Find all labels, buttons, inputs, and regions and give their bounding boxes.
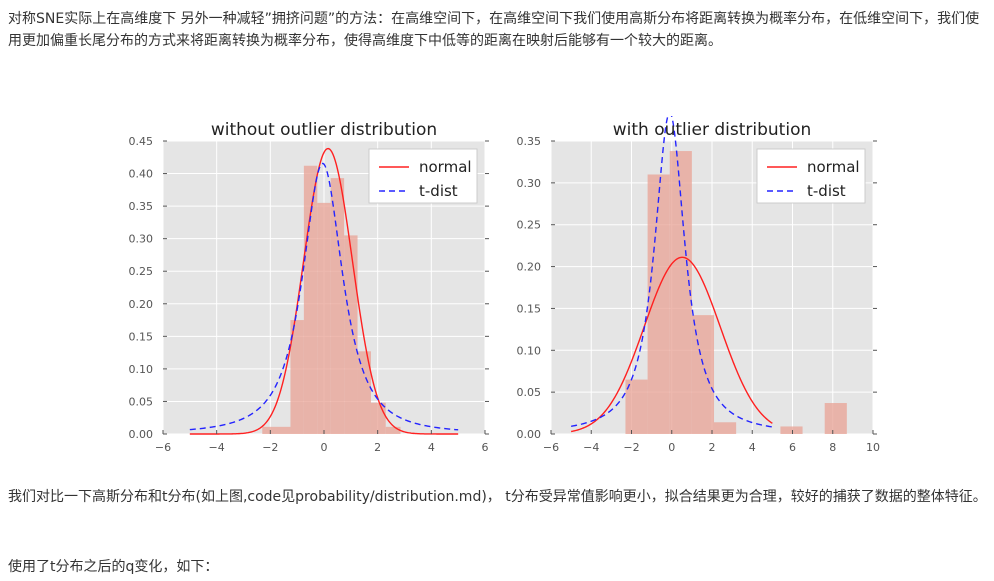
x-tick-label: 8 — [829, 441, 836, 454]
legend-label: normal — [419, 158, 472, 176]
normal-curve — [189, 147, 459, 435]
y-tick-label: 0.00 — [129, 428, 154, 441]
y-tick-label: 0.30 — [517, 177, 542, 190]
t-dist-curve — [571, 116, 773, 428]
x-tick-label: −6 — [543, 441, 559, 454]
histogram-bar — [714, 422, 737, 434]
x-tick-label: 4 — [749, 441, 756, 454]
histogram-bar — [691, 315, 715, 434]
x-tick-label: −6 — [155, 441, 171, 454]
histogram-bar — [385, 426, 401, 434]
y-tick-label: 0.00 — [517, 428, 542, 441]
chart-with-outlier: −6 −4 −2 0 2 4 6 8 10 0.00 0.05 0.10 0.15 0.20 0.25 0.3… — [517, 116, 880, 454]
histogram-bar — [317, 202, 331, 434]
y-tick-label: 0.05 — [129, 395, 154, 408]
y-tick-label: 0.35 — [517, 135, 542, 148]
x-tick-label: −2 — [262, 441, 278, 454]
chart-without-outlier: −6 −4 −2 0 2 4 6 0.00 0.05 0.10 0.15 0.20 0.25 0.30 0.… — [129, 120, 489, 454]
chart-title: with outlier distribution — [613, 120, 812, 140]
y-tick-label: 0.25 — [517, 219, 542, 232]
t-dist-curve — [189, 162, 459, 431]
x-tick-label: 2 — [374, 441, 381, 454]
chart-title: without outlier distribution — [211, 120, 437, 140]
y-tick-label: 0.35 — [129, 200, 154, 213]
figure: −6 −4 −2 0 2 4 6 0.00 0.05 0.10 0.15 0.20 0.25 0.30 0.… — [129, 116, 880, 454]
y-tick-label: 0.20 — [517, 261, 542, 274]
x-tick-label: 6 — [789, 441, 796, 454]
histogram-bar — [262, 426, 291, 434]
y-tick-label: 0.10 — [517, 344, 542, 357]
x-tick-label: 0 — [668, 441, 675, 454]
histogram-bar — [357, 351, 371, 434]
legend-box — [756, 148, 866, 204]
histogram-bar — [330, 178, 345, 434]
y-tick-label: 0.20 — [129, 298, 154, 311]
x-tick-label: −4 — [209, 441, 225, 454]
x-tick-label: −2 — [623, 441, 639, 454]
histogram-bar — [625, 379, 648, 434]
q-change-paragraph: 使用了t分布之后的q变化，如下： — [8, 559, 219, 575]
x-tick-label: 6 — [482, 441, 489, 454]
legend-label: t-dist — [419, 182, 458, 200]
normal-curve — [570, 256, 773, 433]
intro-paragraph: 对称SNE实际上在高维度下 另外一种减轻”拥挤问题”的方法：在高维空间下，在高维… — [8, 11, 980, 49]
legend-label: normal — [807, 158, 860, 176]
x-tick-label: −4 — [583, 441, 599, 454]
comparison-paragraph: 我们对比一下高斯分布和t分布(如上图,code见probability/dist… — [8, 489, 987, 505]
legend-label: t-dist — [807, 182, 846, 200]
histogram-bar — [647, 174, 670, 434]
y-tick-label: 0.45 — [129, 135, 154, 148]
y-tick-label: 0.30 — [129, 233, 154, 246]
y-tick-label: 0.15 — [129, 330, 154, 343]
histogram-bar — [303, 165, 318, 434]
histogram-bar — [824, 403, 847, 434]
x-tick-label: 0 — [321, 441, 328, 454]
legend-box — [368, 148, 478, 204]
y-tick-label: 0.10 — [129, 363, 154, 376]
histogram-bar — [780, 426, 803, 434]
x-tick-label: 4 — [428, 441, 435, 454]
histogram-bar — [370, 402, 386, 434]
y-tick-label: 0.40 — [129, 168, 154, 181]
x-tick-label: 2 — [709, 441, 716, 454]
x-tick-label: 10 — [866, 441, 880, 454]
y-tick-label: 0.25 — [129, 265, 154, 278]
histogram-bar — [344, 235, 358, 434]
y-tick-label: 0.15 — [517, 302, 542, 315]
histogram-bar — [290, 320, 304, 434]
y-tick-label: 0.05 — [517, 386, 542, 399]
histogram-bar — [669, 151, 692, 434]
